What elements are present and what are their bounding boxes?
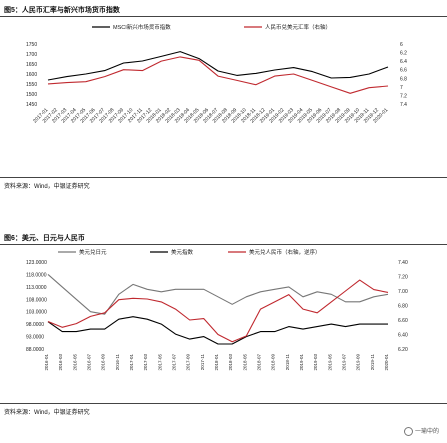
x-tick-label: 2016-07 xyxy=(87,354,92,371)
y-right-tick-label: 6.2 xyxy=(400,51,407,57)
legend-label-0: 美元兑日元 xyxy=(79,248,107,256)
y-right-tick-label: 6.80 xyxy=(398,304,408,310)
y-left-tick-label: 1500 xyxy=(26,92,37,98)
y-right-tick-label: 6 xyxy=(400,42,403,48)
legend-label-0: MSCI新兴市场货币指数 xyxy=(113,23,171,31)
series-line-2 xyxy=(47,279,389,343)
x-tick-label: 2017-07 xyxy=(172,354,177,371)
y-left-tick-label: 103.0000 xyxy=(26,310,47,316)
y-right-tick-label: 6.6 xyxy=(400,68,407,74)
x-tick-label: 2018-03 xyxy=(228,354,233,371)
legend-label-1: 美元指数 xyxy=(171,248,194,256)
series-line-0 xyxy=(47,51,389,81)
x-tick-label: 2019-01 xyxy=(299,354,304,371)
y-left-tick-label: 1600 xyxy=(26,72,37,78)
x-tick-label: 2017-01 xyxy=(129,354,134,371)
figure-5-title: 图5：人民币汇率与新兴市场货币指数 xyxy=(4,7,120,14)
y-left-tick-label: 93.0000 xyxy=(26,335,44,341)
series-line-1 xyxy=(47,56,389,94)
x-tick-label: 2018-05 xyxy=(242,354,247,371)
y-right-tick-label: 7.40 xyxy=(398,260,408,266)
figure-6-chart: 123.0000 118.0000 113.0000 108.0000 103.0000… xyxy=(26,248,408,371)
wechat-icon xyxy=(403,426,413,436)
y-left-tick-label: 118.0000 xyxy=(26,272,47,278)
y-right-tick-label: 6.40 xyxy=(398,333,408,339)
y-right-tick-label: 6.20 xyxy=(398,347,408,353)
y-right-tick-label: 7.2 xyxy=(400,93,407,99)
y-left-tick-label: 123.0000 xyxy=(26,260,47,266)
x-tick-label: 2019-09 xyxy=(356,354,361,371)
figure-5-chart: 1750 1700 1650 1600 1550 1500 1450 6 6.2 6.4 6.6 6.… xyxy=(26,23,407,124)
y-left-tick-label: 113.0000 xyxy=(26,285,47,291)
x-tick-label: 2016-05 xyxy=(72,354,77,371)
x-tick-label: 2020-01 xyxy=(384,354,389,371)
y-right-tick-label: 7.00 xyxy=(398,289,408,295)
x-tick-label: 2016-01 xyxy=(44,354,49,371)
x-tick-label: 2016-09 xyxy=(101,354,106,371)
y-left-tick-label: 1450 xyxy=(26,102,37,108)
legend-label-2: 美元兑人民币（右轴，逆序） xyxy=(249,248,321,256)
x-tick-label: 2018-01 xyxy=(214,354,219,371)
x-tick-label: 2018-09 xyxy=(271,354,276,371)
legend-label-1: 人民币兑美元汇率（右轴） xyxy=(265,23,331,31)
y-left-tick-label: 1550 xyxy=(26,82,37,88)
x-tick-label: 2017-09 xyxy=(186,354,191,371)
figure-6-top-rule xyxy=(0,244,447,245)
y-left-tick-label: 1650 xyxy=(26,62,37,68)
y-right-tick-label: 6.8 xyxy=(400,76,407,82)
figure-6-title: 图6：美元、日元与人民币 xyxy=(4,235,85,242)
figure-5-top-rule xyxy=(0,16,447,17)
y-left-tick-label: 108.0000 xyxy=(26,297,47,303)
x-tick-label: 2017-03 xyxy=(143,354,148,371)
y-left-tick-label: 88.0000 xyxy=(26,347,44,353)
figure-6-source: 资料来源：Wind，中银证券研究 xyxy=(4,410,90,416)
watermark: 一瑜中的 xyxy=(403,426,439,436)
y-right-tick-label: 7.20 xyxy=(398,275,408,281)
x-tick-label: 2019-03 xyxy=(313,354,318,371)
y-left-tick-label: 1700 xyxy=(26,52,37,58)
x-tick-label: 2019-07 xyxy=(342,354,347,371)
y-right-tick-label: 7 xyxy=(400,85,403,91)
x-tick-label: 2017-05 xyxy=(157,354,162,371)
y-left-tick-label: 98.0000 xyxy=(26,322,44,328)
x-tick-label: 2016-11 xyxy=(115,354,120,371)
x-tick-label: 2019-05 xyxy=(327,354,332,371)
y-left-tick-label: 1750 xyxy=(26,42,37,48)
figure-6-bottom-rule xyxy=(0,403,447,404)
y-right-tick-label: 7.4 xyxy=(400,102,407,108)
figure-5-source: 资料来源：Wind，中银证券研究 xyxy=(4,184,90,190)
x-tick-label: 2016-03 xyxy=(58,354,63,371)
x-tick-label: 2018-07 xyxy=(257,354,262,371)
x-tick-label: 2017-11 xyxy=(200,354,205,371)
x-tick-label: 2019-11 xyxy=(370,354,375,371)
watermark-text: 一瑜中的 xyxy=(414,429,439,435)
x-tick-label: 2018-11 xyxy=(285,354,290,371)
figure-5-bottom-rule xyxy=(0,177,447,178)
y-right-tick-label: 6.60 xyxy=(398,318,408,324)
y-right-tick-label: 6.4 xyxy=(400,59,407,65)
series-line-1 xyxy=(47,316,388,345)
series-line-0 xyxy=(47,273,389,315)
